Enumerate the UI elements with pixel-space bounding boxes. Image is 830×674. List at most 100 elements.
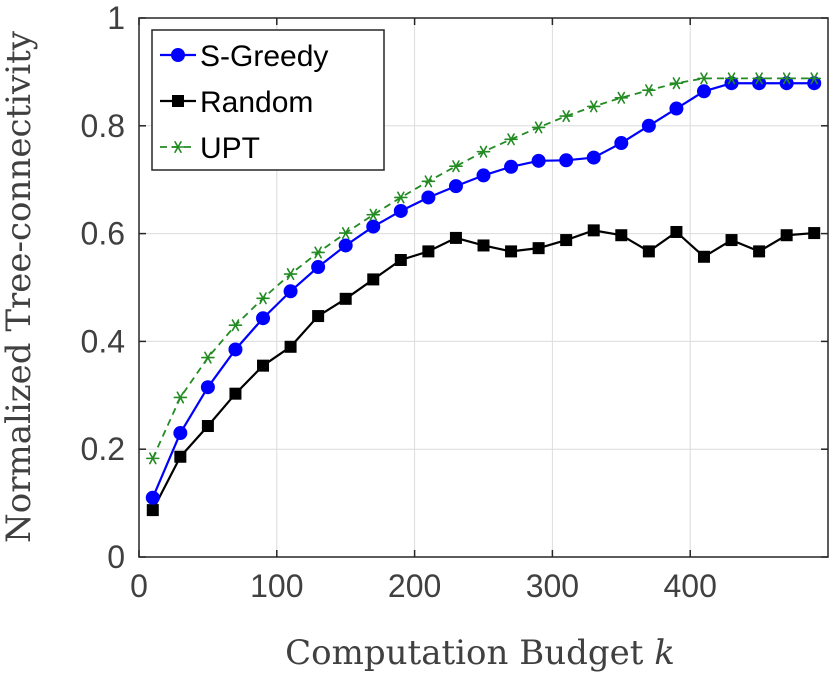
series-layer (145, 72, 822, 517)
s-greedy-point (145, 490, 160, 505)
upt-point (559, 110, 573, 123)
legend-upt-label: UPT (200, 132, 260, 165)
s-greedy-point (200, 380, 215, 395)
s-greedy-point (366, 219, 381, 234)
upt-point (476, 145, 491, 158)
random-point (753, 245, 766, 258)
upt-point (586, 100, 601, 113)
random-point (394, 254, 407, 267)
legend: S-Greedy Random UPT (151, 29, 385, 171)
random-point (560, 234, 573, 247)
y-tick-label: 0 (107, 539, 125, 575)
series-s-greedy (145, 76, 822, 505)
upt-point (338, 227, 353, 240)
s-greedy-point (807, 76, 822, 91)
s-greedy-point (559, 153, 574, 168)
y-tick-label: 0.6 (81, 216, 125, 252)
random-point (642, 245, 655, 258)
s-greedy-point (476, 168, 491, 183)
upt-point (752, 72, 766, 85)
s-greedy-point (228, 342, 243, 357)
random-point (449, 231, 462, 244)
upt-point (394, 191, 408, 204)
random-point (422, 245, 435, 258)
y-tick-label: 0.8 (81, 108, 125, 144)
s-greedy-point (173, 426, 188, 441)
s-greedy-point (256, 311, 271, 326)
upt-point (779, 72, 794, 85)
x-tick-label: 200 (388, 568, 441, 604)
random-point (146, 504, 159, 517)
random-point (670, 225, 683, 238)
s-greedy-point (724, 76, 739, 91)
s-greedy-point (338, 238, 353, 253)
upt-point (256, 292, 270, 305)
random-point (312, 310, 325, 323)
s-greedy-point (779, 76, 794, 91)
upt-point (504, 133, 518, 146)
legend-upt-marker (171, 140, 185, 154)
s-greedy-point (421, 190, 436, 205)
s-greedy-point (641, 118, 656, 133)
s-greedy-point (531, 153, 546, 168)
s-greedy-point (752, 76, 767, 91)
legend-random-label: Random (200, 86, 313, 119)
s-greedy-point (448, 179, 463, 194)
random-point (257, 359, 270, 372)
upt-point (145, 452, 160, 465)
random-point (284, 340, 297, 353)
y-tick-label: 0.4 (81, 323, 125, 359)
series-upt (145, 72, 822, 465)
s-greedy-point (586, 150, 601, 165)
random-point (780, 229, 793, 242)
x-tick-label: 300 (526, 568, 579, 604)
series-random (146, 224, 821, 517)
random-point (615, 229, 628, 242)
s-greedy-point (614, 136, 629, 151)
y-tick-label: 0.2 (81, 431, 125, 467)
upt-point (697, 72, 711, 85)
grid-lines (139, 18, 828, 557)
random-point (587, 224, 600, 237)
random-point (201, 420, 214, 433)
random-point (174, 450, 187, 463)
upt-point (311, 246, 325, 259)
random-point (505, 245, 518, 258)
random-point (725, 234, 738, 247)
random-point (229, 387, 242, 400)
upt-point (421, 175, 436, 188)
x-tick-label: 100 (250, 568, 303, 604)
plot-area-frame (138, 17, 829, 558)
random-point (339, 292, 352, 305)
y-tick-label: 1 (107, 0, 125, 36)
upt-point (201, 351, 215, 364)
x-tick-label: 0 (130, 568, 148, 604)
s-greedy-point (504, 159, 519, 174)
s-greedy-point (393, 203, 408, 218)
x-tick-label: 400 (664, 568, 717, 604)
legend-s-greedy-label: S-Greedy (200, 40, 328, 73)
random-point (532, 242, 545, 255)
axis-ticks: 0 100 200 300 400 0 0.2 0.4 0.6 0.8 1 (81, 0, 828, 604)
upt-point (807, 72, 822, 85)
upt-point (669, 77, 684, 90)
upt-point (283, 268, 298, 281)
random-point (697, 250, 710, 263)
s-greedy-point (311, 260, 326, 275)
upt-point (228, 319, 243, 332)
random-point (808, 227, 821, 240)
legend-random-marker (172, 95, 184, 107)
upt-point (614, 91, 629, 104)
y-axis-title: Normalized Tree-connectivity (0, 30, 39, 543)
legend-s-greedy-marker (171, 48, 185, 62)
random-point (367, 273, 380, 286)
random-point (477, 239, 490, 252)
upt-point (173, 391, 188, 404)
upt-point (724, 72, 739, 85)
upt-point (642, 84, 656, 97)
s-greedy-point (696, 84, 711, 99)
upt-point (531, 121, 546, 134)
x-axis-title: Computation Budget k (285, 633, 675, 673)
random-line (151, 229, 815, 511)
